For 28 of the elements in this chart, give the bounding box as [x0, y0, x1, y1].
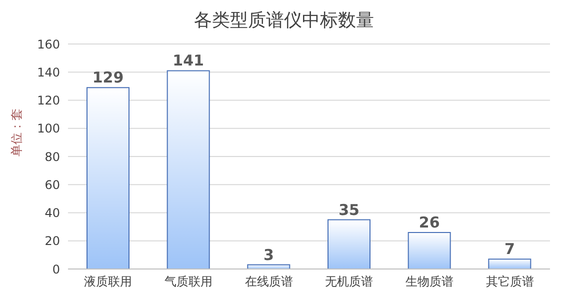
x-tick-label: 液质联用 [84, 274, 132, 289]
data-label: 26 [418, 213, 440, 232]
bar [86, 87, 130, 269]
y-tick-label: 80 [44, 150, 60, 164]
x-tick-label: 气质联用 [164, 274, 212, 289]
chart-title: 各类型质谱仪中标数量 [193, 9, 375, 33]
data-label: 3 [263, 246, 274, 264]
bar [408, 232, 451, 269]
bar [488, 258, 532, 269]
y-tick-label: 100 [37, 122, 60, 136]
data-label: 7 [504, 240, 515, 258]
data-label: 129 [92, 68, 124, 87]
data-label: 141 [172, 52, 204, 70]
y-tick-label: 0 [52, 262, 60, 276]
y-tick-label: 140 [37, 65, 60, 80]
y-tick-label: 20 [44, 234, 60, 248]
y-tick-label: 160 [37, 37, 60, 52]
bar [166, 70, 210, 269]
y-tick-label: 40 [44, 206, 60, 220]
x-tick-label: 无机质谱 [325, 274, 374, 289]
x-tick-label: 生物质谱 [406, 274, 454, 289]
y-tick-label: 60 [44, 178, 60, 192]
y-tick-label: 120 [37, 94, 60, 108]
x-tick-label: 在线质谱 [244, 274, 293, 289]
x-tick-label: 其它质谱 [486, 274, 534, 289]
bar [328, 219, 370, 269]
y-axis-title: 单位：套 [9, 108, 24, 156]
data-label: 35 [338, 200, 360, 219]
